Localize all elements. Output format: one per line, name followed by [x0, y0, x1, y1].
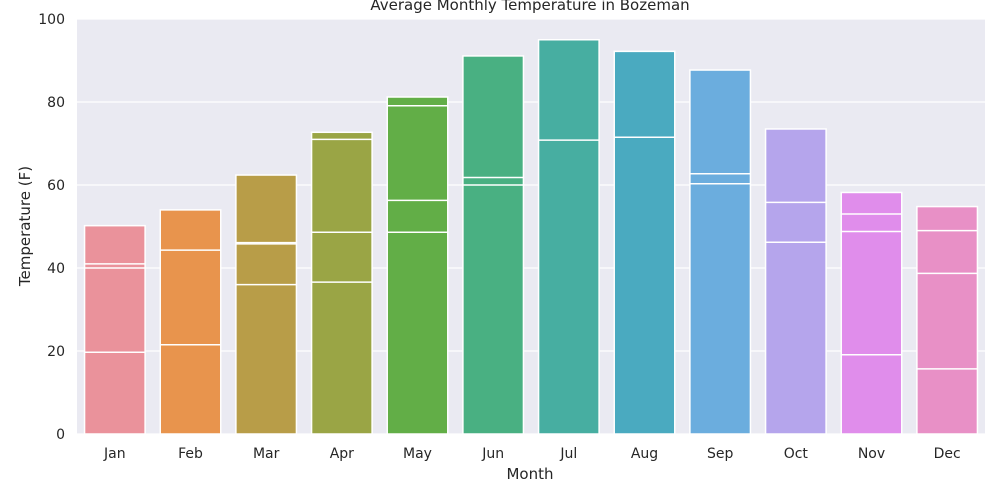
x-tick-label: Nov [858, 446, 885, 462]
x-tick-label: Apr [330, 446, 354, 462]
x-tick-label: Mar [253, 446, 280, 462]
y-tick-label: 80 [47, 95, 65, 111]
bar-jun [462, 55, 525, 435]
plot-background [77, 19, 985, 434]
bar-may [386, 96, 449, 435]
x-tick-label: Sep [707, 446, 734, 462]
bar-aug [613, 50, 676, 435]
chart-title: Average Monthly Temperature in Bozeman [370, 0, 689, 14]
bar-oct [764, 128, 827, 435]
x-tick-label: Jan [103, 446, 126, 462]
y-axis-title: Temperature (F) [16, 166, 34, 287]
x-tick-label: Aug [631, 446, 658, 462]
y-tick-label: 40 [47, 261, 65, 277]
bar-dec [916, 205, 979, 435]
bar-feb [159, 209, 222, 435]
x-tick-label: Dec [934, 446, 961, 462]
x-tick-label: Jul [559, 446, 577, 462]
bar-mar [235, 174, 298, 435]
x-axis-title: Month [506, 465, 553, 483]
y-tick-labels: 0 20 40 60 80 100 [38, 12, 65, 443]
x-tick-label: Oct [784, 446, 809, 462]
gridlines [77, 18, 985, 435]
bar-sep [689, 69, 752, 435]
y-tick-label: 0 [56, 427, 65, 443]
y-tick-label: 20 [47, 344, 65, 360]
bars [83, 39, 979, 435]
bar-jan [83, 224, 146, 435]
x-tick-label: Jun [481, 446, 504, 462]
bar-apr [310, 131, 373, 435]
bar-jul [537, 39, 600, 435]
x-tick-labels: Jan Feb Mar Apr May Jun Jul Aug Sep Oct Nov Dec [103, 446, 961, 462]
x-tick-label: Feb [178, 446, 203, 462]
y-tick-label: 60 [47, 178, 65, 194]
bar-nov [840, 191, 903, 435]
x-tick-label: May [403, 446, 432, 462]
y-tick-label: 100 [38, 12, 65, 28]
